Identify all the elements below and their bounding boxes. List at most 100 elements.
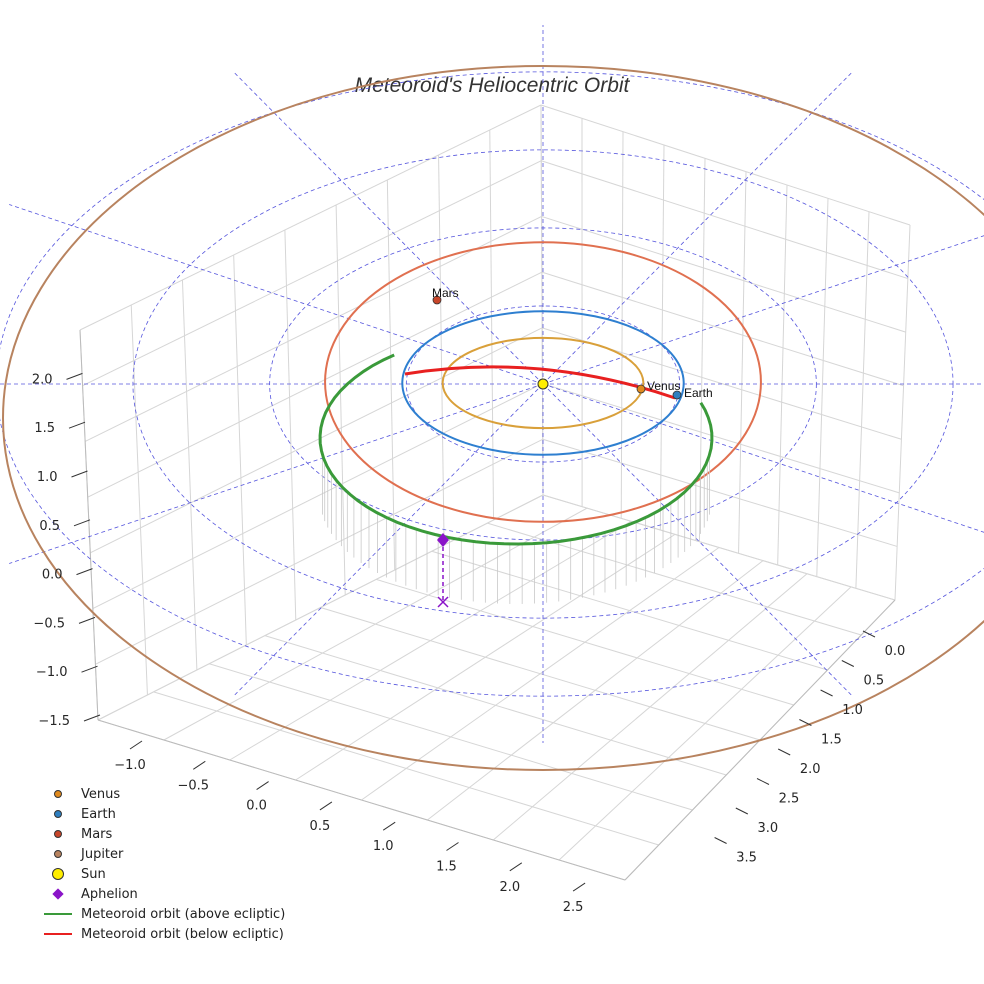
earth-label: Earth: [684, 386, 713, 400]
wall-grid-line: [540, 104, 911, 226]
x-tick-mark: [572, 882, 586, 892]
y-tick-mark: [862, 630, 876, 638]
legend-label: Mars: [81, 826, 113, 842]
y-tick-label: 2.0: [800, 762, 821, 777]
x-tick-label: 1.5: [436, 860, 457, 875]
floor-grid-line: [558, 586, 852, 861]
legend-marker: [36, 884, 80, 904]
aphelion-projection-marker: [437, 596, 449, 608]
wall-grid-line: [541, 271, 904, 387]
legend-marker: [36, 864, 80, 884]
wall-grid-line: [541, 160, 909, 280]
legend-marker: [36, 924, 80, 944]
z-tick-label: 1.0: [37, 470, 58, 485]
y-tick-mark: [735, 807, 749, 815]
legend-label: Earth: [81, 806, 116, 822]
wall-grid-line: [738, 171, 747, 554]
ecliptic-grid-circle: [132, 149, 954, 619]
floor-grid-line: [427, 560, 764, 821]
y-tick-label: 0.5: [863, 674, 884, 689]
x-tick-label: 2.0: [499, 880, 520, 895]
z-tick-label-mark: [73, 519, 91, 527]
y-tick-label: 3.5: [736, 851, 757, 866]
legend-item: Venus: [36, 784, 285, 804]
x-tick-label: −1.0: [114, 758, 146, 773]
venus-orbit: [441, 336, 645, 430]
legend-item: Meteoroid orbit (above ecliptic): [36, 904, 285, 924]
wall-grid-line: [79, 104, 542, 331]
x-tick-mark: [509, 862, 523, 872]
aphelion-marker: [437, 533, 449, 547]
wall-grid-line: [82, 160, 542, 387]
wall-grid-line: [542, 383, 900, 494]
wall-grid-line: [181, 279, 198, 671]
wall-grid-line: [87, 271, 543, 498]
wall-grid-line: [620, 131, 624, 519]
y-tick-mark: [799, 719, 812, 726]
z-tick-label-mark: [71, 470, 88, 478]
y-tick-label: 1.5: [821, 733, 842, 748]
legend-item: Mars: [36, 824, 285, 844]
y-tick-label: 3.0: [757, 821, 778, 836]
legend-marker: [36, 904, 80, 924]
x-axis-line: [97, 719, 626, 881]
legend-marker: [36, 844, 80, 864]
wall-grid-line: [816, 198, 829, 577]
y-tick-label: 2.5: [779, 792, 800, 807]
x-tick-mark: [382, 821, 396, 831]
legend-item: Earth: [36, 804, 285, 824]
ecliptic-grid-spoke: [9, 204, 544, 385]
legend-marker: [36, 784, 80, 804]
ecliptic-grid-spoke: [542, 235, 984, 385]
legend-marker: [36, 804, 80, 824]
z-tick-label: 0.0: [42, 568, 63, 583]
ecliptic-grid-spoke: [542, 383, 984, 533]
z-tick-label-mark: [81, 665, 98, 673]
y-tick-mark: [841, 660, 855, 667]
sun-marker: [537, 378, 549, 390]
ecliptic-grid-spoke: [542, 383, 852, 696]
jupiter-orbit: [2, 65, 984, 771]
y-tick-mark: [820, 689, 833, 697]
z-tick-label-mark: [68, 421, 86, 429]
wall-grid-line: [92, 383, 543, 610]
z-tick-label: −1.5: [38, 714, 70, 729]
wall-grid-line: [130, 304, 148, 696]
legend-marker: [36, 824, 80, 844]
wall-grid-line: [233, 254, 247, 646]
x-tick-label: −0.5: [178, 778, 210, 793]
wall-grid-line: [777, 184, 788, 566]
wall-grid-line: [489, 129, 495, 521]
earth-orbit: [401, 310, 685, 456]
y-tick-mark: [756, 778, 770, 785]
z-tick-label: −0.5: [33, 616, 65, 631]
mars-label: Mars: [432, 286, 459, 300]
y-tick-label: 1.0: [842, 703, 863, 718]
wall-grid-line: [855, 211, 870, 589]
x-tick-label: 0.0: [246, 799, 267, 814]
x-tick-mark: [446, 842, 459, 851]
z-tick-label: −1.0: [36, 665, 68, 680]
earth-marker: [672, 390, 682, 400]
mars-marker: [432, 295, 442, 305]
wall-grid-line: [84, 215, 542, 442]
wall-grid-line: [284, 229, 297, 621]
floor-grid-line: [431, 550, 828, 671]
x-tick-mark: [319, 801, 333, 811]
legend-label: Meteoroid orbit (above ecliptic): [81, 906, 286, 922]
x-tick-label: 0.5: [310, 819, 331, 834]
ecliptic-grid-spoke: [542, 72, 852, 385]
legend-label: Aphelion: [81, 886, 138, 902]
legend: Venus Earth Mars Jupiter Sun Aphelion Meteoroi…: [36, 784, 285, 944]
wall-grid-line: [541, 215, 906, 333]
legend-item: Aphelion: [36, 884, 285, 904]
ecliptic-grid-spoke: [234, 383, 544, 696]
x-tick-mark: [129, 740, 143, 750]
legend-label: Sun: [81, 866, 106, 882]
z-axis-line: [79, 329, 99, 721]
z-tick-label-mark: [78, 616, 96, 624]
x-tick-mark: [193, 760, 206, 770]
floor-grid-line: [492, 573, 808, 841]
legend-label: Jupiter: [81, 846, 124, 862]
